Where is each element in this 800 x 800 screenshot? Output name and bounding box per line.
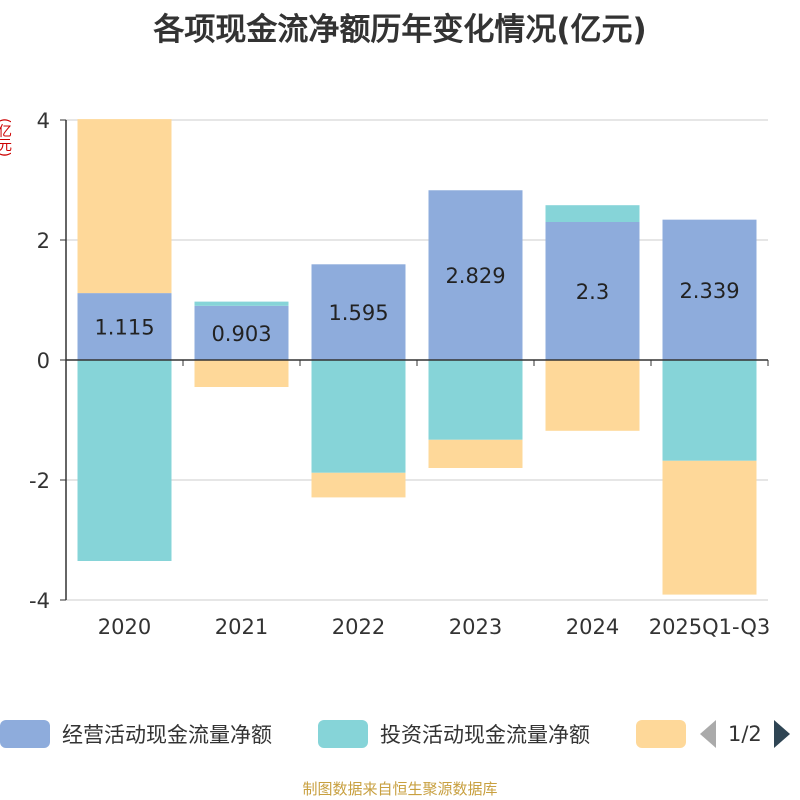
- bar-2025Q1-Q3-series-2: [662, 460, 757, 595]
- bar-value-label: 2.3: [576, 280, 609, 304]
- y-axis-unit: (亿元): [0, 118, 12, 157]
- bar-2022-series-1: [311, 360, 406, 473]
- bar-2021-series-1: [194, 301, 289, 306]
- y-tick-label: 0: [37, 349, 50, 373]
- bar-value-label: 0.903: [211, 322, 271, 346]
- bar-2023-series-1: [428, 360, 523, 440]
- legend-label-investing: 投资活动现金流量净额: [380, 723, 590, 747]
- bar-value-label: 1.115: [94, 316, 154, 340]
- bar-2020-series-0: [77, 293, 172, 360]
- bar-2025Q1-Q3-series-0: [662, 219, 757, 360]
- bar-2020-series-1: [77, 360, 172, 561]
- x-tick-label: 2022: [332, 615, 385, 639]
- legend-item-financing[interactable]: [636, 716, 698, 752]
- y-tick-label: -4: [29, 589, 50, 613]
- bar-value-label: 2.829: [445, 264, 505, 288]
- bar-2023-series-0: [428, 190, 523, 360]
- y-tick-label: 2: [37, 229, 50, 253]
- y-tick-label: -2: [29, 469, 50, 493]
- legend-swatch-financing: [636, 720, 686, 748]
- chart-area: 4 2 0 -2 -4 1.115 2020 0.903 2021 1.595 2022 2.829 2…: [29, 109, 771, 639]
- legend-label-operating: 经营活动现金流量净额: [62, 723, 272, 747]
- legend-pager: 1/2: [700, 720, 790, 748]
- data-source-note: 制图数据来自恒生聚源数据库: [302, 780, 498, 798]
- legend-page-indicator: 1/2: [728, 722, 762, 746]
- bar-value-label: 2.339: [679, 279, 739, 303]
- x-tick-label: 2021: [215, 615, 268, 639]
- legend-prev-icon[interactable]: [700, 720, 716, 748]
- legend-next-icon[interactable]: [773, 720, 790, 748]
- bar-value-label: 1.595: [328, 301, 388, 325]
- bar-2024-series-2: [545, 360, 640, 431]
- bar-2021-series-0: [194, 305, 289, 360]
- chart-title: 各项现金流净额历年变化情况(亿元): [153, 12, 647, 48]
- x-tick-label: 2020: [98, 615, 151, 639]
- bar-2025Q1-Q3-series-1: [662, 360, 757, 461]
- bar-2024-series-1: [545, 205, 640, 222]
- legend: 经营活动现金流量净额 投资活动现金流量净额 1/2: [0, 716, 800, 756]
- y-tick-label: 4: [37, 109, 50, 133]
- x-tick-label: 2024: [566, 615, 619, 639]
- bar-2021-series-2: [194, 360, 289, 387]
- bar-2022-series-0: [311, 264, 406, 360]
- bar-2022-series-2: [311, 472, 406, 498]
- x-tick-label: 2023: [449, 615, 502, 639]
- legend-item-investing[interactable]: 投资活动现金流量净额: [318, 716, 590, 752]
- legend-swatch-operating: [0, 720, 50, 748]
- bar-2020-series-2: [77, 119, 172, 294]
- legend-swatch-investing: [318, 720, 368, 748]
- x-tick-label: 2025Q1-Q3: [649, 615, 771, 639]
- legend-item-operating[interactable]: 经营活动现金流量净额: [0, 716, 272, 752]
- bar-2024-series-0: [545, 222, 640, 360]
- bar-2023-series-2: [428, 439, 523, 468]
